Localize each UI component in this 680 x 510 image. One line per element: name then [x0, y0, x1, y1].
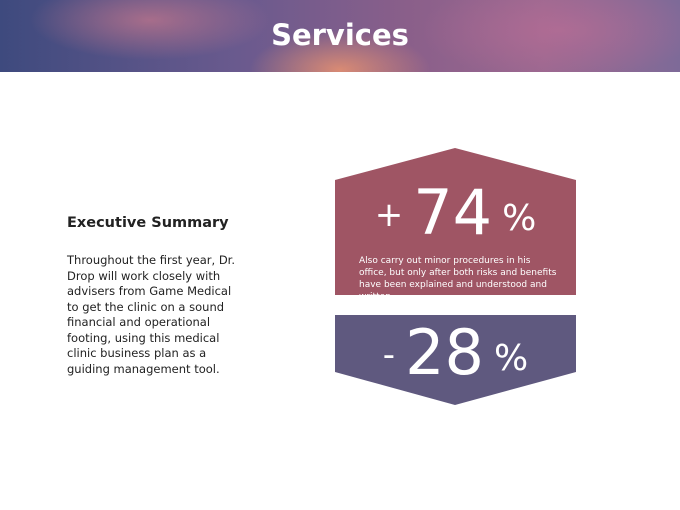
stat-down: -28% — [335, 316, 576, 389]
sign: + — [374, 195, 404, 235]
unit: % — [502, 198, 537, 239]
top-shape — [335, 148, 576, 295]
section-heading: Executive Summary — [67, 215, 229, 231]
number: 28 — [405, 316, 484, 389]
stat-up: +74% — [335, 176, 576, 249]
sign: - — [382, 335, 396, 375]
bottom-shape — [335, 315, 576, 405]
title: Services — [271, 18, 409, 52]
number: 74 — [413, 176, 493, 249]
paragraph: Throughout the first year, Dr. Drop will… — [67, 253, 235, 376]
description: Also carry out minor procedures in his o… — [359, 256, 557, 295]
unit: % — [493, 338, 529, 379]
banner — [0, 0, 680, 72]
